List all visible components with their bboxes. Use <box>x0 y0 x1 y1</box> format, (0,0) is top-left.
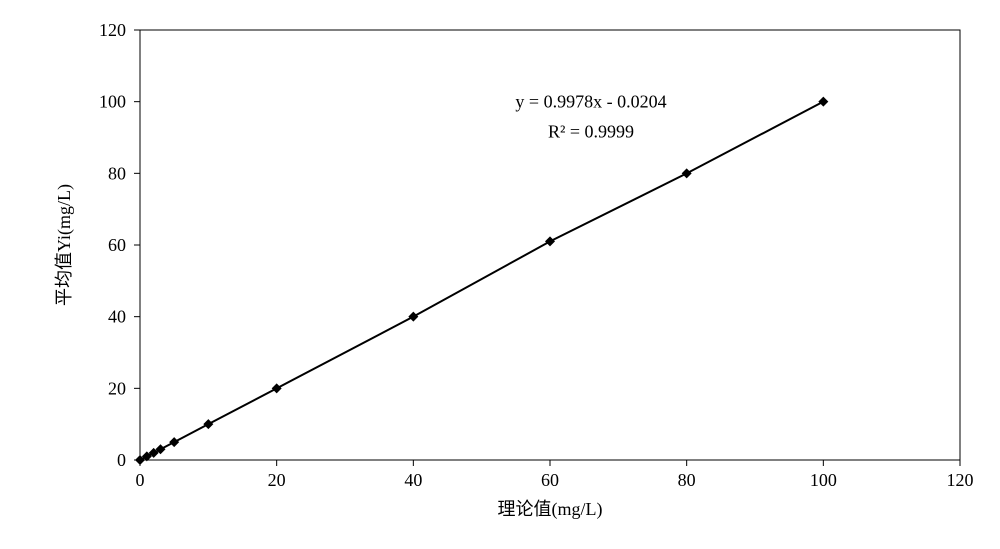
y-tick-label: 60 <box>108 235 126 255</box>
x-axis-title: 理论值(mg/L) <box>498 499 603 520</box>
equation-annotation: y = 0.9978x - 0.0204 <box>515 91 666 111</box>
y-axis-title: 平均值Yi(mg/L) <box>54 184 75 306</box>
chart-svg: 0 20 40 60 80 100 120 0 20 40 60 80 100 120 理论值(mg/L) 平… <box>0 0 1000 549</box>
data-marker <box>682 168 692 178</box>
data-marker <box>169 437 179 447</box>
y-tick-label: 100 <box>99 92 126 112</box>
regression-line <box>140 102 823 460</box>
y-tick-label: 120 <box>99 20 126 40</box>
x-tick-label: 120 <box>947 470 974 490</box>
y-tick-label: 20 <box>108 378 126 398</box>
x-tick-label: 20 <box>268 470 286 490</box>
x-tick-label: 0 <box>136 470 145 490</box>
r-squared-annotation: R² = 0.9999 <box>548 122 634 142</box>
x-tick-label: 80 <box>678 470 696 490</box>
x-tick-label: 40 <box>404 470 422 490</box>
y-tick-label: 0 <box>117 450 126 470</box>
chart-container: 0 20 40 60 80 100 120 0 20 40 60 80 100 120 理论值(mg/L) 平… <box>0 0 1000 549</box>
data-marker <box>545 236 555 246</box>
data-marker <box>272 383 282 393</box>
x-tick-label: 60 <box>541 470 559 490</box>
y-tick-label: 40 <box>108 307 126 327</box>
y-tick-label: 80 <box>108 163 126 183</box>
x-tick-label: 100 <box>810 470 837 490</box>
data-marker <box>408 312 418 322</box>
data-marker <box>818 97 828 107</box>
data-marker <box>203 419 213 429</box>
